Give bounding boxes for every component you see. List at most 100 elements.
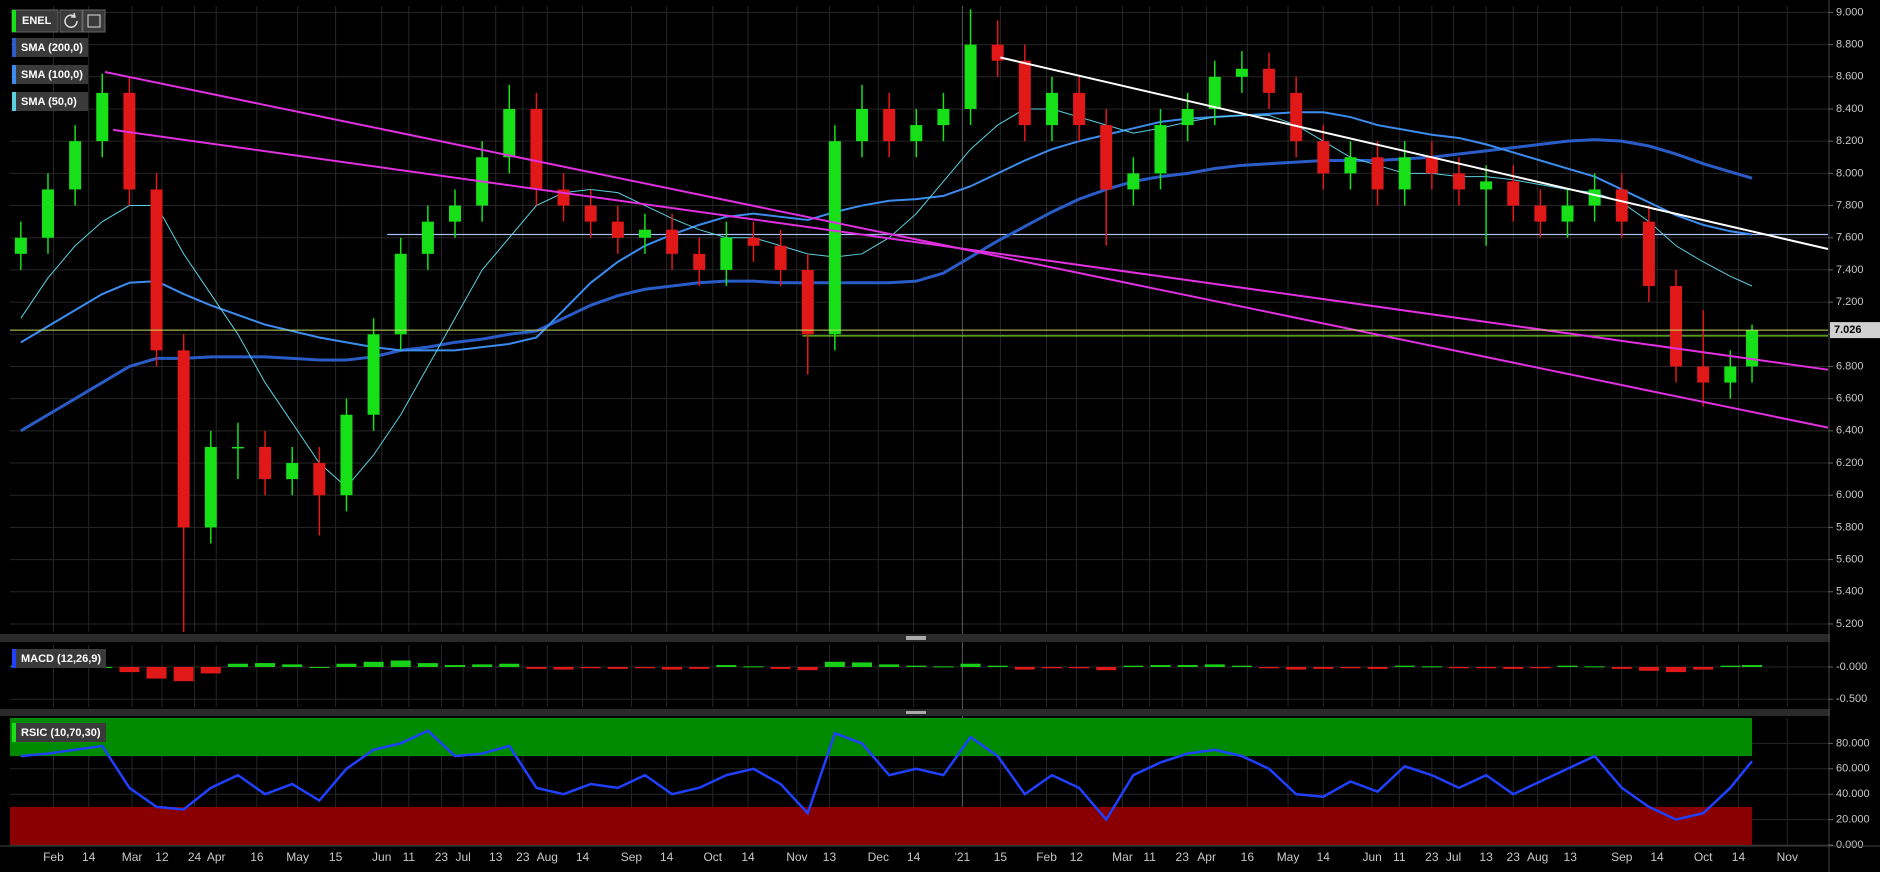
x-tick-label: Oct [703, 850, 722, 864]
macd-bar [1720, 665, 1741, 667]
candle-body [449, 205, 462, 222]
x-tick-label: 13 [1564, 850, 1578, 864]
macd-bar [1742, 665, 1763, 667]
candle-body [231, 446, 244, 449]
candle-body [856, 108, 869, 142]
indicator-labels: MACD (12,26,9) RSIC (10,70,30) [12, 649, 106, 742]
x-tick-label: Nov [1777, 850, 1798, 864]
x-tick-label: Jun [1362, 850, 1381, 864]
candle-body [1697, 366, 1710, 383]
legend: SMA (200,0) SMA (100,0) SMA (50,0) [12, 38, 88, 111]
y-tick-label: -0.000 [1836, 661, 1867, 673]
x-tick-label: 12 [155, 850, 169, 864]
candle-body [720, 237, 733, 270]
x-tick-label: Apr [1197, 850, 1216, 864]
macd-bar [906, 665, 927, 667]
x-tick-label: 14 [1650, 850, 1664, 864]
y-tick-label: 7.600 [1836, 232, 1864, 244]
indicator-swatch [12, 649, 16, 668]
macd-bar [499, 663, 520, 667]
legend-box[interactable] [12, 65, 88, 84]
macd-bar [336, 663, 357, 667]
x-tick-label: 14 [1317, 850, 1331, 864]
legend-box[interactable] [12, 38, 88, 57]
candle-body [774, 245, 787, 270]
candle-body [1208, 76, 1221, 109]
macd-bar [1394, 665, 1415, 667]
y-tick-label: -0.500 [1836, 693, 1867, 705]
candle-body [69, 141, 82, 190]
refresh-icon [64, 12, 78, 28]
x-tick-label: 11 [1143, 850, 1156, 864]
macd-bar [852, 662, 873, 667]
x-tick-label: 15 [994, 850, 1008, 864]
candle-body [883, 108, 896, 142]
indicator-label: RSIC (10,70,30) [21, 727, 101, 739]
macd-bar [689, 666, 710, 669]
macd-bar [743, 666, 764, 668]
candle-body [1290, 92, 1303, 142]
candle-body [666, 229, 679, 254]
macd-bar [1177, 665, 1198, 667]
macd-bar [1638, 666, 1659, 671]
candle-body [1507, 181, 1520, 206]
x-tick-label: Sep [1611, 850, 1633, 864]
y-tick-label: 6.000 [1836, 489, 1864, 501]
legend-box[interactable] [12, 92, 88, 111]
candle-body [367, 334, 380, 415]
candle-body [1724, 366, 1737, 383]
macd-bar [363, 661, 384, 667]
macd-bar [282, 664, 303, 667]
candle-body [1746, 330, 1759, 367]
x-tick-label: 15 [329, 850, 343, 864]
candle-body [503, 108, 516, 158]
macd-bar [580, 666, 601, 669]
x-tick-label: 23 [1176, 850, 1190, 864]
y-tick-label: 7.200 [1836, 296, 1864, 308]
calculator-button[interactable] [82, 9, 106, 33]
candle-body [530, 108, 543, 190]
x-tick-label: Mar [122, 850, 143, 864]
x-tick-label: 16 [250, 850, 264, 864]
legend-swatch [12, 92, 16, 111]
candle-body [1317, 141, 1330, 174]
y-tick-label: 60.000 [1836, 763, 1870, 775]
x-tick-label: 14 [576, 850, 590, 864]
x-tick-label: Aug [537, 850, 558, 864]
macd-bar [1096, 666, 1117, 671]
macd-bar [1123, 665, 1144, 667]
candle-body [1615, 189, 1628, 222]
macd-bar [960, 663, 981, 667]
macd-bar [770, 666, 791, 669]
macd-bar [1476, 666, 1497, 669]
indicator-box[interactable] [12, 723, 106, 742]
macd-bar [1286, 666, 1307, 670]
indicator-swatch [12, 723, 16, 742]
separator-handle[interactable] [906, 711, 926, 714]
x-tick-label: Sep [621, 850, 643, 864]
y-tick-label: 8.000 [1836, 167, 1864, 179]
indicator-label: MACD (12,26,9) [21, 653, 101, 665]
y-tick-label: 40.000 [1836, 788, 1870, 800]
y-tick-label: 5.400 [1836, 586, 1864, 598]
macd-bar [1041, 666, 1062, 669]
macd-bar [255, 663, 276, 667]
macd-bar [227, 663, 248, 667]
y-tick-label: 8.600 [1836, 71, 1864, 83]
refresh-button[interactable] [59, 9, 83, 33]
y-tick-label: 8.200 [1836, 135, 1864, 147]
x-tick-label: 13 [489, 850, 503, 864]
indicator-box[interactable] [12, 649, 106, 668]
macd-bar [1367, 666, 1388, 669]
x-tick-label: 16 [1241, 850, 1255, 864]
legend-label: SMA (50,0) [21, 96, 77, 108]
candle-body [177, 350, 190, 528]
candle-body [1154, 125, 1167, 174]
trend-line [1000, 56, 1829, 250]
macd-bar [173, 666, 194, 682]
candle-body [611, 221, 624, 238]
macd-bar [1313, 666, 1334, 669]
candle-body [123, 92, 136, 190]
separator-handle[interactable] [906, 636, 926, 640]
macd-bar [1421, 666, 1442, 668]
